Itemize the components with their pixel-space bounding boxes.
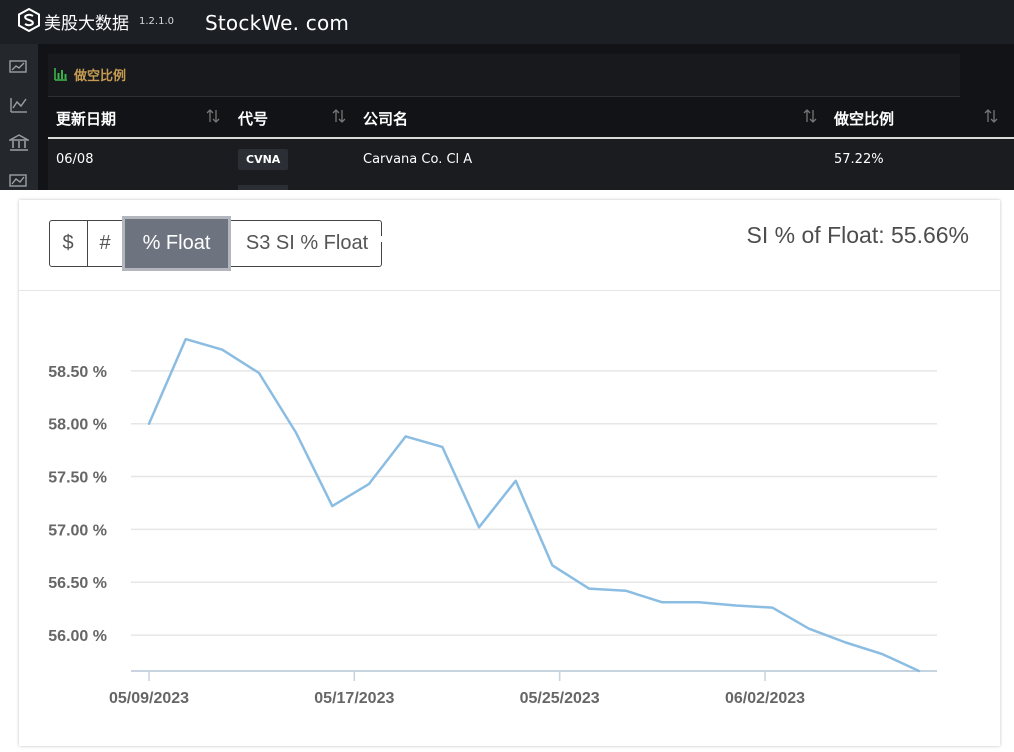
- x-tick-label: 06/02/2023: [725, 690, 805, 707]
- y-tick-label: 57.00 %: [48, 522, 107, 539]
- sort-icon[interactable]: [803, 108, 817, 124]
- column-header-ticker[interactable]: 代号: [238, 110, 269, 128]
- x-tick-label: 05/17/2023: [314, 690, 394, 707]
- bank-icon[interactable]: [9, 134, 29, 152]
- app-topbar: 美股大数据 1.2.1.0 StockWe. com: [0, 0, 1014, 44]
- next-row-fragment: [238, 185, 288, 190]
- border-gap: [369, 236, 387, 242]
- y-tick-label: 56.50 %: [48, 575, 107, 592]
- short-interest-line-chart: 56.00 % 56.50 % 57.00 % 57.50 % 58.00 % 58.50…: [48, 337, 937, 707]
- si-percent-float-stat: SI % of Float: 55.66%: [746, 222, 969, 248]
- app-version: 1.2.1.0: [139, 16, 174, 27]
- percent-float-button[interactable]: % Float: [122, 216, 231, 271]
- app-name: 美股大数据: [44, 14, 129, 34]
- metric-button-group: $ # % Float S3 SI % Float: [49, 216, 387, 271]
- table-header: 更新日期 代号 公司名 做空比例: [48, 97, 1014, 139]
- trend-chart-icon[interactable]: [9, 172, 29, 190]
- grid-lines: [131, 370, 937, 636]
- row-date: 06/08: [56, 152, 94, 167]
- line-chart-icon[interactable]: [9, 96, 29, 114]
- bar-chart-icon: [54, 68, 67, 81]
- short-ratio-panel: 做空比例 更新日期 代号 公司名 做空比例 06/08 CVNA Carvana…: [38, 44, 1014, 190]
- sort-icon[interactable]: [206, 108, 220, 124]
- chart-card-header: $ # % Float S3 SI % Float SI % of Float:…: [19, 200, 1000, 291]
- x-tick-label: 05/25/2023: [520, 690, 600, 707]
- s3-si-percent-float-button[interactable]: S3 SI % Float: [245, 232, 369, 254]
- y-tick-label: 56.00 %: [48, 628, 107, 645]
- y-tick-label: 58.50 %: [48, 364, 107, 381]
- y-tick-label: 58.00 %: [48, 417, 107, 434]
- x-tick-label: 05/09/2023: [109, 690, 189, 707]
- x-axis-labels: 05/09/2023 05/17/2023 05/25/2023 06/02/2023: [109, 690, 805, 707]
- ticker-badge[interactable]: CVNA: [238, 149, 289, 170]
- y-tick-label: 57.50 %: [48, 470, 107, 487]
- sidebar: [0, 44, 38, 190]
- column-header-short-ratio[interactable]: 做空比例: [834, 110, 895, 128]
- short-interest-series-line: [147, 337, 921, 673]
- table-row[interactable]: 06/08 CVNA Carvana Co. Cl A 57.22%: [48, 139, 1014, 190]
- sort-icon[interactable]: [332, 108, 346, 124]
- row-short-ratio: 57.22%: [834, 152, 884, 167]
- row-company: Carvana Co. Cl A: [363, 152, 473, 167]
- chart-card: $ # % Float S3 SI % Float SI % of Float:…: [19, 200, 1000, 746]
- logo-icon: [18, 8, 40, 32]
- sort-icon[interactable]: [984, 108, 998, 124]
- dollar-button[interactable]: $: [49, 220, 88, 267]
- panel-title: 做空比例: [74, 69, 127, 84]
- x-axis: [131, 670, 937, 681]
- site-name[interactable]: StockWe. com: [205, 11, 350, 35]
- panel-header: 做空比例: [48, 54, 960, 97]
- column-header-date[interactable]: 更新日期: [56, 110, 117, 128]
- column-header-company[interactable]: 公司名: [363, 110, 409, 128]
- stock-chart-icon[interactable]: [9, 58, 29, 76]
- y-axis-labels: 56.00 % 56.50 % 57.00 % 57.50 % 58.00 % 58.50…: [48, 364, 107, 645]
